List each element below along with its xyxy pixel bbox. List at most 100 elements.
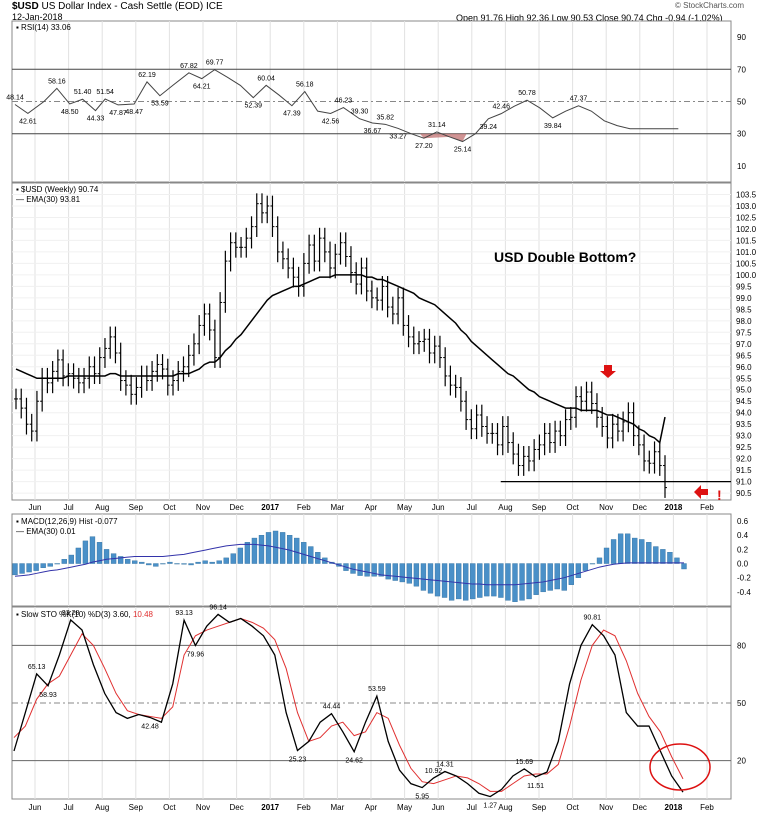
macd-hist-bar (484, 563, 490, 597)
sto-value-label: 15.69 (515, 759, 533, 766)
price-tick-label: 103.5 (736, 190, 757, 199)
price-tick-label: 90.5 (736, 489, 752, 498)
rsi-value-label: 33.27 (389, 133, 407, 140)
sto-tick-label: 50 (737, 699, 746, 708)
macd-hist-bar (195, 561, 201, 564)
x-tick-label: Nov (599, 503, 613, 512)
macd-hist-bar (33, 563, 39, 571)
price-tick-label: 98.5 (736, 305, 752, 314)
rsi-value-label: 51.40 (74, 89, 92, 96)
macd-hist-bar (512, 563, 518, 602)
macd-hist-bar (139, 561, 145, 564)
x-tick-label: Aug (498, 503, 512, 512)
sto-tick-label: 20 (737, 757, 746, 766)
macd-hist-bar (244, 542, 251, 564)
macd-hist-bar (653, 546, 659, 564)
macd-hist-bar (258, 535, 265, 564)
macd-hist-bar (406, 563, 413, 584)
header-date: 12-Jan-2018 (12, 12, 63, 22)
rsi-tick-label: 50 (737, 98, 746, 107)
price-tick-label: 95.5 (736, 374, 752, 383)
macd-hist-bar (646, 542, 652, 564)
macd-hist-bar (455, 563, 462, 600)
macd-hist-bar (681, 563, 687, 570)
macd-hist-bar (441, 563, 448, 598)
rsi-value-label: 62.19 (138, 72, 156, 79)
macd-ema-line (14, 543, 684, 586)
macd-hist-bar (547, 563, 553, 591)
macd-hist-bar (216, 560, 222, 564)
macd-hist-bar (12, 563, 18, 576)
x-tick-label: Mar (331, 503, 345, 512)
macd-hist-bar (596, 557, 603, 564)
macd-label: ▪ MACD(12,26,9) Hist -0.077 (16, 517, 118, 526)
macd-hist-bar (470, 563, 476, 600)
sto-value-label: 5.95 (415, 794, 429, 801)
rsi-value-label: 25.14 (454, 147, 472, 154)
x-tick-label: Sep (129, 503, 144, 512)
rsi-oversold-fill (419, 133, 467, 142)
x-tick-label: Dec (229, 503, 243, 512)
rsi-value-label: 64.21 (193, 84, 211, 91)
price-tick-label: 94.5 (736, 397, 752, 406)
sto-value-label: 53.59 (368, 686, 386, 693)
macd-hist-bar (603, 547, 610, 564)
rsi-value-label: 27.20 (415, 143, 433, 150)
macd-tick-label: -0.4 (737, 588, 751, 597)
rsi-value-label: 60.04 (257, 75, 275, 82)
price-label: ▪ $USD (Weekly) 90.74 (16, 185, 99, 194)
sto-label: ▪ Slow STO %K(10) %D(3) 3.60, 10.48 (16, 610, 154, 619)
macd-hist-bar (82, 540, 89, 564)
price-tick-label: 100.0 (736, 271, 757, 280)
price-tick-label: 102.0 (736, 225, 757, 234)
macd-hist-bar (526, 563, 532, 600)
rsi-value-label: 58.16 (48, 78, 66, 85)
x-tick-label: Jun (29, 503, 42, 512)
quote-summary: Open 91.76 High 92.36 Low 90.53 Close 90… (456, 13, 723, 23)
macd-hist-bar (237, 547, 244, 564)
x-tick-label: 2017 (261, 803, 279, 812)
price-tick-label: 97.5 (736, 328, 752, 337)
rsi-value-label: 52.39 (245, 103, 263, 110)
macd-hist-bar (96, 542, 103, 564)
macd-tick-label: 0.0 (737, 560, 749, 569)
macd-hist-bar (132, 560, 138, 564)
rsi-value-label: 67.82 (180, 63, 198, 70)
rsi-value-label: 42.61 (19, 118, 37, 125)
macd-hist-bar (575, 563, 582, 578)
x-tick-label: Nov (196, 503, 210, 512)
macd-hist-bar (153, 563, 159, 567)
macd-ema-label: — EMA(30) 0.01 (16, 527, 76, 536)
x-tick-label: Jul (63, 803, 73, 812)
macd-hist-bar (632, 537, 638, 564)
sto-value-label: 93.13 (175, 610, 193, 617)
macd-hist-bar (230, 553, 236, 564)
macd-hist-bar (554, 563, 560, 590)
sto-d-line (13, 617, 684, 792)
sto-value-label: 11.51 (527, 783, 544, 790)
price-tick-label: 99.5 (736, 282, 752, 291)
macd-tick-label: 0.6 (737, 517, 749, 526)
sto-value-label: 14.31 (436, 762, 454, 769)
price-tick-label: 91.0 (736, 478, 752, 487)
rsi-tick-label: 10 (737, 162, 746, 171)
macd-hist-bar (167, 561, 173, 564)
rsi-value-label: 47.87 (109, 110, 127, 117)
x-tick-label: Oct (163, 503, 176, 512)
price-tick-label: 91.5 (736, 466, 752, 475)
macd-hist-bar (308, 546, 314, 564)
x-tick-label: Mar (331, 803, 345, 812)
rsi-value-label: 50.78 (518, 90, 536, 97)
macd-hist-bar (251, 537, 258, 564)
x-tick-label: Feb (700, 803, 714, 812)
x-tick-label: Dec (229, 803, 243, 812)
macd-hist-bar (491, 563, 497, 597)
macd-hist-bar (427, 563, 434, 594)
price-tick-label: 98.0 (736, 317, 752, 326)
macd-hist-bar (54, 563, 60, 565)
price-tick-label: 101.5 (736, 236, 757, 245)
macd-hist-bar (294, 537, 300, 564)
price-tick-label: 94.0 (736, 409, 752, 418)
price-tick-label: 97.0 (736, 340, 752, 349)
